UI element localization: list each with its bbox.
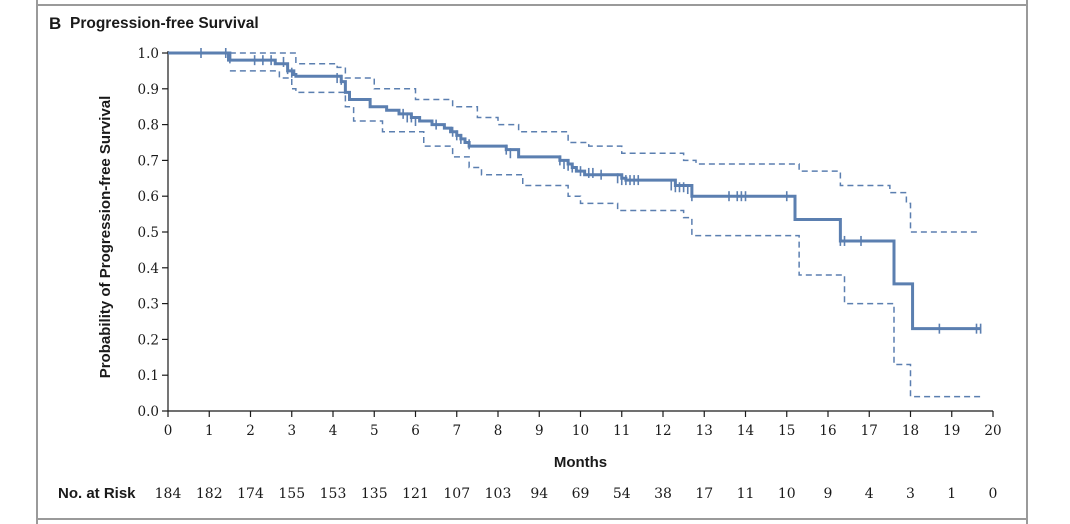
series-line-upper-ci (229, 52, 981, 233)
x-tick-label: 3 (287, 423, 296, 439)
risk-value: 4 (865, 486, 874, 502)
risk-value: 38 (654, 486, 672, 502)
x-tick-label: 9 (535, 423, 544, 439)
y-tick-label: 0.4 (138, 261, 159, 277)
risk-value: 103 (485, 486, 512, 502)
risk-value: 94 (530, 486, 548, 502)
risk-value: 17 (695, 486, 713, 502)
x-tick-label: 18 (902, 423, 919, 439)
x-tick-label: 5 (370, 423, 379, 439)
x-tick-label: 0 (164, 423, 173, 439)
y-axis-title: Probability of Progression-free Survival (97, 96, 114, 379)
panel-letter: B (49, 14, 62, 33)
risk-value: 3 (906, 486, 915, 502)
y-tick-label: 0.8 (138, 118, 159, 134)
x-tick-label: 2 (246, 423, 255, 439)
x-tick-label: 14 (737, 423, 754, 439)
risk-value: 153 (320, 486, 347, 502)
x-tick-label: 12 (654, 423, 671, 439)
y-tick-label: 0.5 (138, 225, 159, 241)
panel-title: Progression-free Survival (70, 15, 259, 32)
risk-value: 121 (402, 486, 429, 502)
y-tick-label: 0.0 (138, 404, 159, 420)
risk-value: 135 (361, 486, 388, 502)
y-tick-label: 0.7 (138, 153, 159, 169)
y-tick-label: 0.3 (138, 297, 159, 313)
x-tick-label: 1 (205, 423, 214, 439)
x-tick-label: 7 (452, 423, 461, 439)
y-tick-label: 0.2 (138, 332, 159, 348)
risk-value: 155 (278, 486, 305, 502)
x-tick-label: 17 (861, 423, 878, 439)
x-tick-label: 10 (572, 423, 589, 439)
x-axis-title: Months (554, 454, 607, 471)
risk-value: 10 (778, 486, 796, 502)
x-tick-label: 15 (778, 423, 795, 439)
x-tick-label: 11 (613, 423, 630, 439)
x-tick-label: 20 (984, 423, 1001, 439)
x-tick-label: 16 (819, 423, 836, 439)
y-tick-label: 0.1 (138, 368, 159, 384)
risk-table-label: No. at Risk (58, 485, 136, 502)
figure-frame (36, 0, 1028, 524)
risk-value: 11 (737, 486, 755, 502)
frame-top-rule (36, 4, 1028, 6)
x-tick-label: 4 (329, 423, 338, 439)
x-tick-label: 8 (494, 423, 503, 439)
y-tick-label: 1.0 (138, 46, 159, 62)
risk-value: 9 (824, 486, 833, 502)
x-tick-label: 13 (696, 423, 713, 439)
risk-value: 1 (947, 486, 956, 502)
risk-value: 174 (237, 486, 264, 502)
y-tick-label: 0.9 (138, 82, 159, 98)
x-tick-label: 19 (943, 423, 960, 439)
x-tick-label: 6 (411, 423, 420, 439)
risk-value: 69 (572, 486, 590, 502)
frame-bottom-rule (36, 518, 1028, 520)
risk-value: 0 (989, 486, 998, 502)
risk-value: 182 (196, 486, 223, 502)
risk-value: 54 (613, 486, 631, 502)
series-line-estimate (168, 51, 981, 331)
y-tick-label: 0.6 (138, 189, 159, 205)
series-line-lower-ci (229, 70, 981, 398)
risk-value: 107 (443, 486, 470, 502)
risk-value: 184 (155, 486, 182, 502)
